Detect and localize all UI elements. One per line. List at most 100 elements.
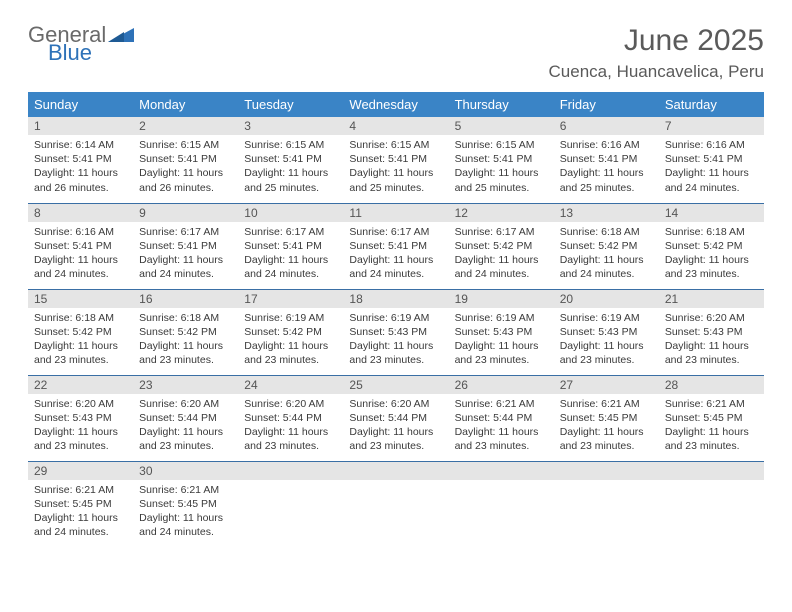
- logo-word-blue: Blue: [48, 42, 134, 64]
- calendar-cell: 16Sunrise: 6:18 AMSunset: 5:42 PMDayligh…: [133, 289, 238, 375]
- calendar-cell: 22Sunrise: 6:20 AMSunset: 5:43 PMDayligh…: [28, 375, 133, 461]
- daylight-line: Daylight: 11 hours and 23 minutes.: [139, 425, 232, 453]
- calendar-cell: 21Sunrise: 6:20 AMSunset: 5:43 PMDayligh…: [659, 289, 764, 375]
- daylight-line: Daylight: 11 hours and 23 minutes.: [665, 253, 758, 281]
- sunset-line: Sunset: 5:45 PM: [139, 497, 232, 511]
- daylight-line: Daylight: 11 hours and 23 minutes.: [455, 339, 548, 367]
- empty-day-bar: [449, 462, 554, 480]
- sunset-line: Sunset: 5:41 PM: [139, 152, 232, 166]
- daylight-line: Daylight: 11 hours and 23 minutes.: [560, 425, 653, 453]
- sunset-line: Sunset: 5:43 PM: [560, 325, 653, 339]
- sunset-line: Sunset: 5:41 PM: [34, 152, 127, 166]
- calendar-cell: 4Sunrise: 6:15 AMSunset: 5:41 PMDaylight…: [343, 117, 448, 203]
- weekday-header: Tuesday: [238, 92, 343, 117]
- sunset-line: Sunset: 5:41 PM: [455, 152, 548, 166]
- sunset-line: Sunset: 5:45 PM: [34, 497, 127, 511]
- daylight-line: Daylight: 11 hours and 24 minutes.: [139, 511, 232, 539]
- sunset-line: Sunset: 5:43 PM: [455, 325, 548, 339]
- day-number: 9: [133, 204, 238, 222]
- daylight-line: Daylight: 11 hours and 24 minutes.: [560, 253, 653, 281]
- daylight-line: Daylight: 11 hours and 24 minutes.: [349, 253, 442, 281]
- day-details: Sunrise: 6:15 AMSunset: 5:41 PMDaylight:…: [343, 135, 448, 201]
- day-details: Sunrise: 6:15 AMSunset: 5:41 PMDaylight:…: [449, 135, 554, 201]
- calendar-row: 29Sunrise: 6:21 AMSunset: 5:45 PMDayligh…: [28, 461, 764, 547]
- calendar-table: Sunday Monday Tuesday Wednesday Thursday…: [28, 92, 764, 547]
- sunrise-line: Sunrise: 6:20 AM: [139, 397, 232, 411]
- sunrise-line: Sunrise: 6:19 AM: [455, 311, 548, 325]
- daylight-line: Daylight: 11 hours and 26 minutes.: [139, 166, 232, 194]
- day-details: Sunrise: 6:21 AMSunset: 5:44 PMDaylight:…: [449, 394, 554, 460]
- sunset-line: Sunset: 5:43 PM: [34, 411, 127, 425]
- sunrise-line: Sunrise: 6:14 AM: [34, 138, 127, 152]
- day-number: 8: [28, 204, 133, 222]
- daylight-line: Daylight: 11 hours and 23 minutes.: [34, 425, 127, 453]
- day-details: Sunrise: 6:20 AMSunset: 5:44 PMDaylight:…: [238, 394, 343, 460]
- sunrise-line: Sunrise: 6:16 AM: [560, 138, 653, 152]
- day-details: Sunrise: 6:21 AMSunset: 5:45 PMDaylight:…: [133, 480, 238, 546]
- calendar-cell: 3Sunrise: 6:15 AMSunset: 5:41 PMDaylight…: [238, 117, 343, 203]
- weekday-header: Thursday: [449, 92, 554, 117]
- day-details: Sunrise: 6:20 AMSunset: 5:43 PMDaylight:…: [28, 394, 133, 460]
- calendar-cell: 15Sunrise: 6:18 AMSunset: 5:42 PMDayligh…: [28, 289, 133, 375]
- daylight-line: Daylight: 11 hours and 25 minutes.: [244, 166, 337, 194]
- daylight-line: Daylight: 11 hours and 24 minutes.: [34, 253, 127, 281]
- day-number: 18: [343, 290, 448, 308]
- day-number: 15: [28, 290, 133, 308]
- day-details: Sunrise: 6:15 AMSunset: 5:41 PMDaylight:…: [238, 135, 343, 201]
- calendar-cell: 2Sunrise: 6:15 AMSunset: 5:41 PMDaylight…: [133, 117, 238, 203]
- month-title: June 2025: [549, 24, 764, 58]
- sunset-line: Sunset: 5:44 PM: [139, 411, 232, 425]
- day-number: 3: [238, 117, 343, 135]
- day-number: 4: [343, 117, 448, 135]
- day-details: Sunrise: 6:21 AMSunset: 5:45 PMDaylight:…: [28, 480, 133, 546]
- day-details: Sunrise: 6:19 AMSunset: 5:43 PMDaylight:…: [449, 308, 554, 374]
- sunset-line: Sunset: 5:41 PM: [349, 152, 442, 166]
- sunrise-line: Sunrise: 6:18 AM: [665, 225, 758, 239]
- weekday-header: Wednesday: [343, 92, 448, 117]
- calendar-cell: [554, 461, 659, 547]
- calendar-cell: 9Sunrise: 6:17 AMSunset: 5:41 PMDaylight…: [133, 203, 238, 289]
- day-details: Sunrise: 6:18 AMSunset: 5:42 PMDaylight:…: [28, 308, 133, 374]
- sunrise-line: Sunrise: 6:15 AM: [455, 138, 548, 152]
- sunset-line: Sunset: 5:41 PM: [244, 152, 337, 166]
- day-number: 7: [659, 117, 764, 135]
- calendar-cell: [238, 461, 343, 547]
- sunset-line: Sunset: 5:45 PM: [560, 411, 653, 425]
- daylight-line: Daylight: 11 hours and 25 minutes.: [560, 166, 653, 194]
- calendar-cell: 13Sunrise: 6:18 AMSunset: 5:42 PMDayligh…: [554, 203, 659, 289]
- day-details: Sunrise: 6:14 AMSunset: 5:41 PMDaylight:…: [28, 135, 133, 201]
- sunrise-line: Sunrise: 6:17 AM: [244, 225, 337, 239]
- day-details: Sunrise: 6:19 AMSunset: 5:43 PMDaylight:…: [554, 308, 659, 374]
- day-number: 20: [554, 290, 659, 308]
- day-number: 23: [133, 376, 238, 394]
- sunrise-line: Sunrise: 6:16 AM: [665, 138, 758, 152]
- sunset-line: Sunset: 5:43 PM: [349, 325, 442, 339]
- day-number: 1: [28, 117, 133, 135]
- empty-day-bar: [238, 462, 343, 480]
- sunrise-line: Sunrise: 6:20 AM: [349, 397, 442, 411]
- day-details: Sunrise: 6:18 AMSunset: 5:42 PMDaylight:…: [554, 222, 659, 288]
- daylight-line: Daylight: 11 hours and 23 minutes.: [139, 339, 232, 367]
- sunrise-line: Sunrise: 6:17 AM: [455, 225, 548, 239]
- calendar-row: 1Sunrise: 6:14 AMSunset: 5:41 PMDaylight…: [28, 117, 764, 203]
- day-details: Sunrise: 6:20 AMSunset: 5:43 PMDaylight:…: [659, 308, 764, 374]
- daylight-line: Daylight: 11 hours and 23 minutes.: [349, 425, 442, 453]
- weekday-header: Sunday: [28, 92, 133, 117]
- calendar-cell: 14Sunrise: 6:18 AMSunset: 5:42 PMDayligh…: [659, 203, 764, 289]
- day-details: Sunrise: 6:19 AMSunset: 5:42 PMDaylight:…: [238, 308, 343, 374]
- day-number: 21: [659, 290, 764, 308]
- sunrise-line: Sunrise: 6:15 AM: [244, 138, 337, 152]
- sunrise-line: Sunrise: 6:20 AM: [665, 311, 758, 325]
- daylight-line: Daylight: 11 hours and 26 minutes.: [34, 166, 127, 194]
- calendar-cell: 24Sunrise: 6:20 AMSunset: 5:44 PMDayligh…: [238, 375, 343, 461]
- daylight-line: Daylight: 11 hours and 24 minutes.: [455, 253, 548, 281]
- calendar-cell: [659, 461, 764, 547]
- day-number: 12: [449, 204, 554, 222]
- sunset-line: Sunset: 5:44 PM: [349, 411, 442, 425]
- calendar-cell: [449, 461, 554, 547]
- logo: General Blue: [28, 24, 134, 64]
- day-details: Sunrise: 6:15 AMSunset: 5:41 PMDaylight:…: [133, 135, 238, 201]
- calendar-cell: 11Sunrise: 6:17 AMSunset: 5:41 PMDayligh…: [343, 203, 448, 289]
- sunset-line: Sunset: 5:41 PM: [560, 152, 653, 166]
- empty-day-bar: [554, 462, 659, 480]
